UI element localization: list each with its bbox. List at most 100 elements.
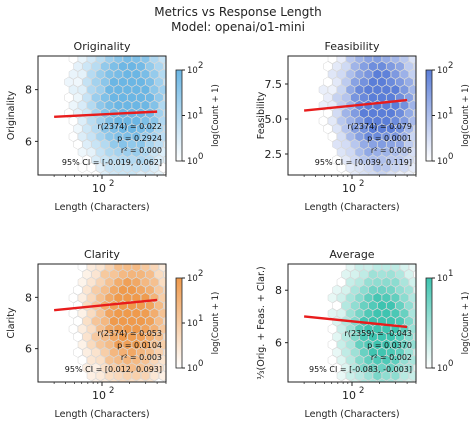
hexbin-cell — [140, 339, 150, 350]
hexbin-cell — [390, 370, 400, 382]
hexbin-cell — [100, 347, 110, 358]
hexbin-cell — [408, 370, 416, 382]
hexbin-cell — [336, 84, 346, 96]
hexbin-cell — [341, 92, 351, 103]
hexbin-cell — [158, 68, 166, 80]
hexbin-cell — [91, 92, 101, 103]
hexbin-cell — [145, 362, 155, 374]
hexbin-cell — [77, 146, 87, 158]
hexbin-cell — [91, 123, 101, 135]
hexbin-cell — [118, 170, 128, 175]
hexbin-cell — [332, 107, 342, 119]
hexbin-cell — [122, 146, 132, 158]
hexbin-cell — [372, 115, 382, 127]
hexbin-cell — [163, 270, 166, 279]
hexbin-cell — [77, 131, 87, 142]
colorbar-tick-label: 10 — [437, 112, 448, 122]
hexbin-cell — [109, 92, 119, 103]
hexbin-cell — [359, 123, 369, 135]
hexbin-cell — [100, 284, 110, 296]
hexbin-cell — [100, 269, 110, 280]
hexbin-cell — [82, 315, 92, 327]
hexbin-cell — [359, 107, 369, 119]
hexbin-cell — [404, 107, 414, 119]
y-axis-label: Clarity — [6, 307, 17, 338]
hexbin-cell — [95, 100, 105, 111]
hexbin-cell — [395, 76, 405, 88]
hexbin-cell — [381, 276, 391, 288]
hexbin-cell — [399, 100, 409, 111]
hexbin-cell — [408, 354, 416, 366]
hexbin-cell — [95, 339, 105, 350]
hexbin-cell — [354, 276, 364, 288]
hexbin-cell — [350, 269, 360, 280]
hexbin-cell — [336, 292, 346, 304]
hexbin-cell — [377, 170, 387, 175]
hexbin-cell — [386, 300, 396, 311]
hexbin-cell — [95, 323, 105, 335]
hexbin-cell — [82, 284, 92, 296]
hexbin-cell — [341, 107, 351, 119]
hexbin-cell — [399, 292, 409, 304]
hexbin-cell — [127, 92, 137, 103]
hexbin-cell — [104, 68, 114, 80]
hexbin-cell — [127, 76, 137, 88]
hexbin-cell — [386, 284, 396, 296]
hexbin-cell — [77, 354, 87, 366]
hexbin-cell — [127, 284, 137, 296]
hexbin-cell — [395, 331, 405, 343]
hexbin-cell — [140, 162, 150, 174]
hexbin-cell — [131, 264, 133, 265]
hexbin-cell — [140, 276, 150, 288]
hexbin-cell — [154, 61, 164, 72]
hexbin-cell — [327, 292, 337, 304]
hexbin-cell — [122, 68, 132, 80]
hexbin-cell — [109, 347, 119, 358]
hexbin-cell — [136, 92, 146, 103]
hexbin-cell — [341, 331, 351, 343]
colorbar-tick-exponent: 0 — [198, 359, 203, 369]
stat-line: 95% CI = [-0.019, 0.062] — [62, 158, 162, 167]
hexbin-cell — [104, 146, 114, 158]
hexbin-cell — [145, 378, 155, 382]
hexbin-cell — [345, 308, 355, 319]
hexbin-cell — [154, 378, 164, 382]
hexbin-cell — [350, 123, 360, 135]
y-tick-label: 6 — [25, 343, 32, 356]
hexbin-cell — [158, 131, 166, 142]
hexbin-cell — [154, 92, 164, 103]
colorbar-label: log(Count + 1) — [461, 84, 471, 147]
hexbin-cell — [104, 276, 114, 288]
hexbin-cell — [113, 276, 123, 288]
hexbin-cell — [64, 92, 74, 103]
y-axis-label: Feasibility — [256, 91, 267, 139]
hexbin-cell — [86, 131, 96, 142]
colorbar-label: log(Count + 1) — [211, 84, 221, 147]
hexbin-cell — [140, 115, 150, 127]
hexbin-cell — [113, 146, 123, 158]
hexbin-cell — [359, 170, 369, 175]
hexbin-cell — [104, 162, 114, 174]
hexbin-cell — [323, 92, 333, 103]
hexbin-cell — [395, 284, 405, 296]
hexbin-cell — [390, 146, 400, 158]
colorbar-label: log(Count + 1) — [211, 292, 221, 355]
hexbin-cell — [77, 162, 87, 174]
y-tick-label: 7.5 — [265, 78, 283, 91]
hexbin-cell — [154, 139, 164, 150]
hexbin-cell — [149, 100, 159, 111]
hexbin-cell — [413, 171, 416, 175]
hexbin-cell — [104, 131, 114, 142]
hexbin-cell — [372, 292, 382, 304]
hexbin-cell — [372, 131, 382, 142]
hexbin-cell — [404, 347, 414, 358]
hexbin-cell — [390, 264, 392, 265]
hexbin-cell — [154, 170, 164, 175]
hexbin-cell — [390, 276, 400, 288]
hexbin-cell — [332, 76, 342, 88]
hexbin-cell — [136, 76, 146, 88]
hexbin-cell — [332, 347, 342, 358]
hexbin-cell — [113, 100, 123, 111]
